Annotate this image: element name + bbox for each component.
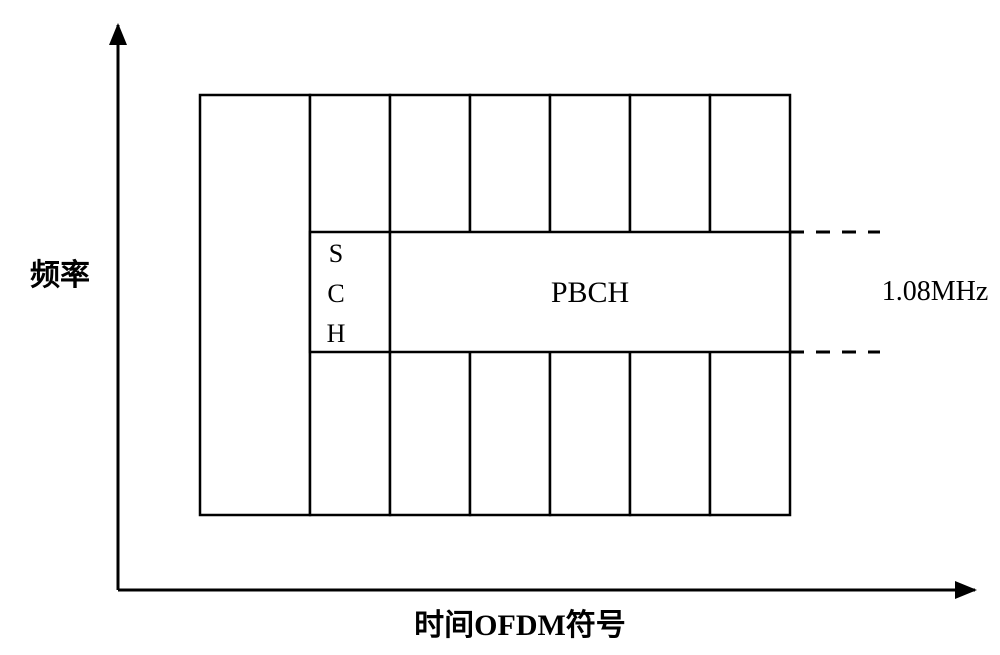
bandwidth-label: 1.08MHz	[882, 276, 989, 307]
sch-label-line: H	[327, 319, 346, 348]
y-axis-label: 频率	[30, 259, 90, 292]
sch-label-line: C	[327, 279, 344, 308]
grid-column	[200, 95, 310, 515]
pbch-label: PBCH	[551, 276, 629, 309]
sch-label-line: S	[329, 239, 343, 268]
sch-block	[310, 232, 390, 352]
x-axis-label: 时间OFDM符号	[414, 609, 626, 642]
